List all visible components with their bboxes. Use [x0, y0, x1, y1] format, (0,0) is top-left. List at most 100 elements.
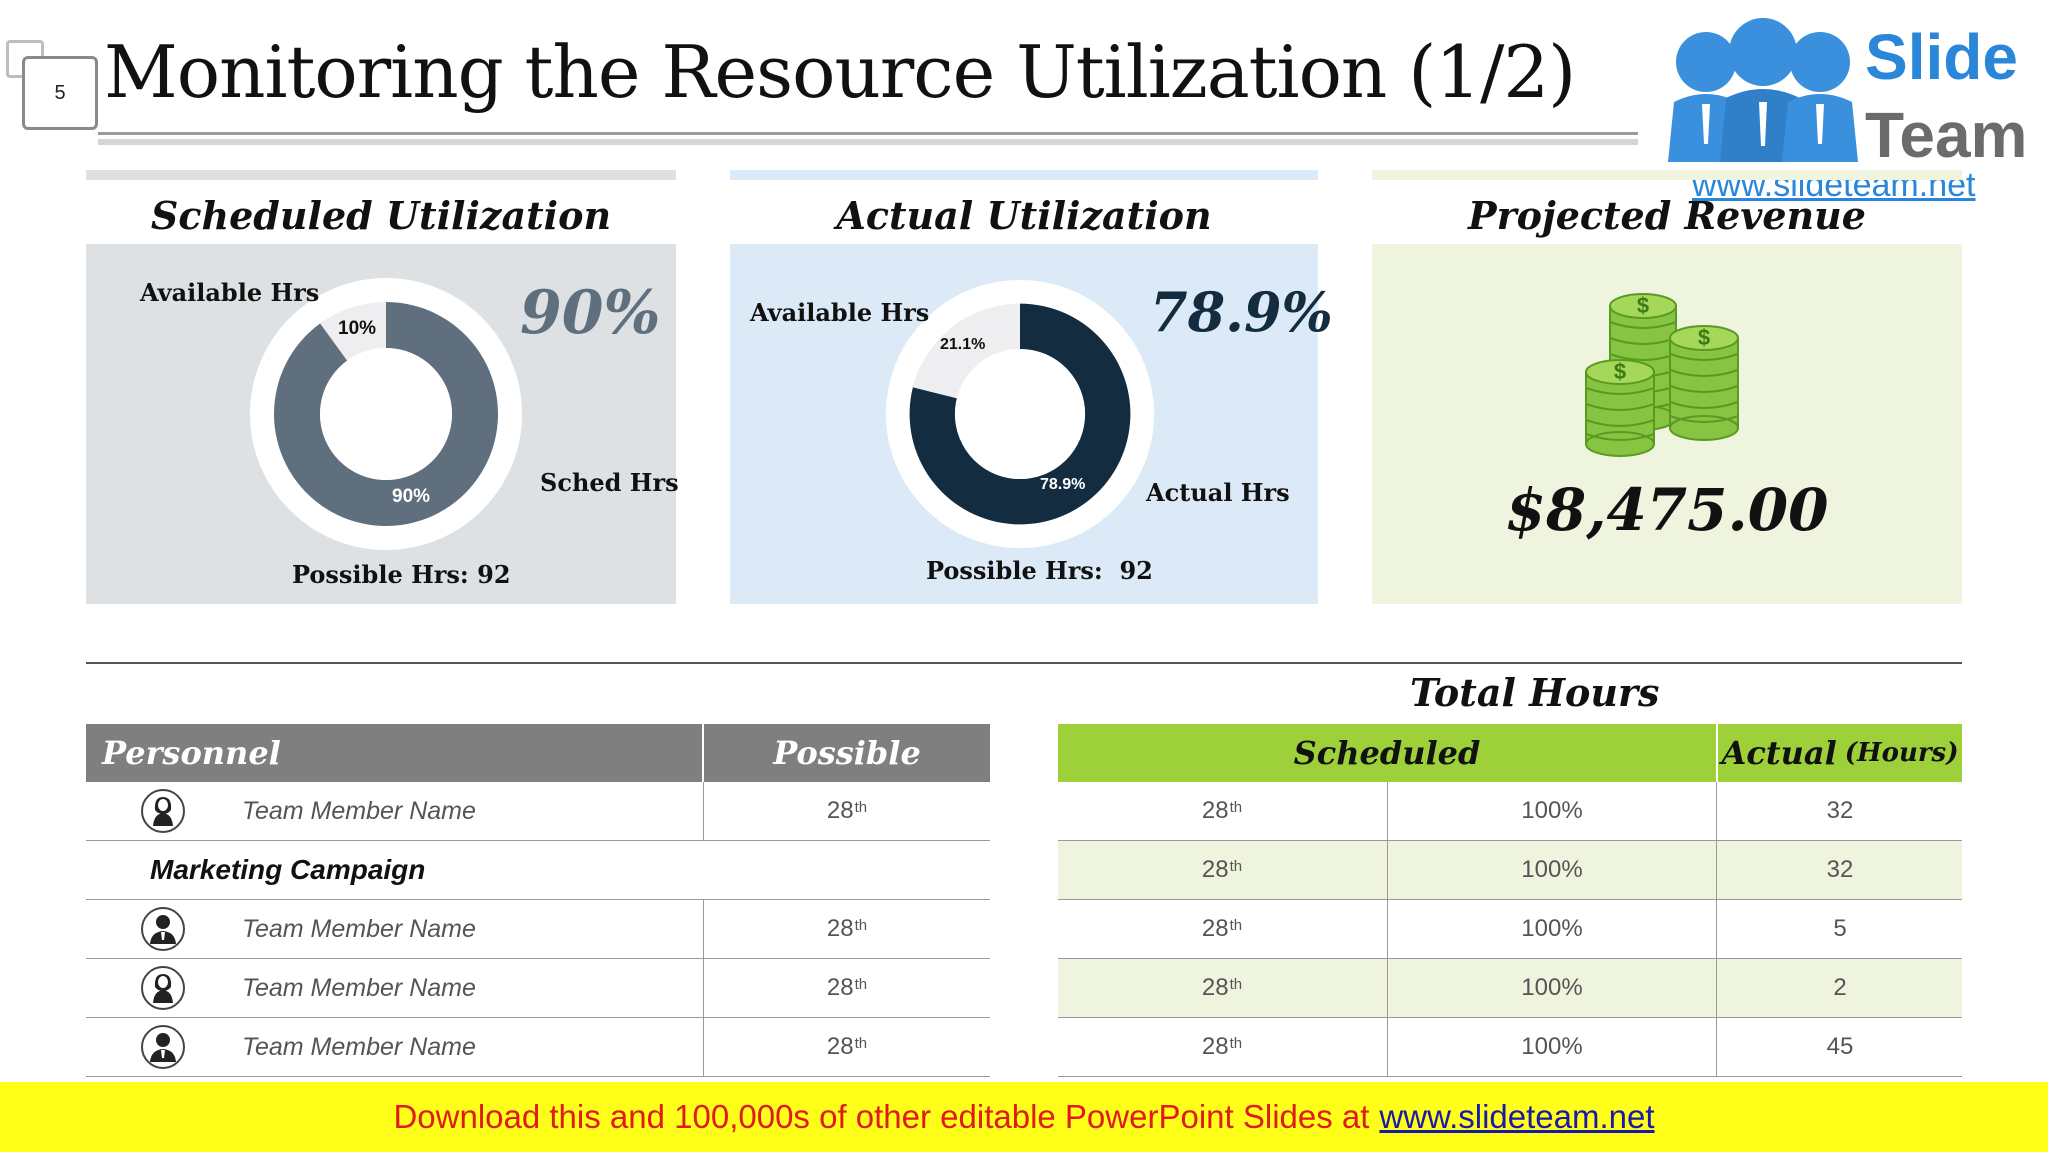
scheduled-percent-cell: 100% — [1521, 915, 1583, 942]
scheduled-panel-topbar — [86, 170, 676, 180]
scheduled-suffix: th — [1229, 916, 1243, 934]
header-possible: Possible — [773, 734, 921, 772]
scheduled-available-label: Available Hrs — [140, 278, 320, 307]
scheduled-value: 28 — [1201, 797, 1229, 824]
column-separator — [1716, 900, 1717, 958]
slide-number: 5 — [22, 56, 98, 130]
possible-value: 28 — [826, 915, 854, 942]
possible-suffix: th — [854, 798, 868, 816]
possible-value: 28 — [826, 1033, 854, 1060]
column-separator — [1716, 1018, 1717, 1076]
actual-hours-cell: 32 — [1826, 797, 1854, 824]
scheduled-slice-big-label: 90% — [392, 486, 431, 507]
actual-available-label: Available Hrs — [750, 298, 930, 327]
column-separator — [1387, 841, 1388, 899]
column-separator — [1387, 1018, 1388, 1076]
scheduled-percent-cell: 100% — [1521, 797, 1583, 824]
actual-donut-chart — [885, 279, 1155, 549]
actual-slice-available-hrs — [912, 303, 1020, 399]
actual-hours-cell: 45 — [1826, 1033, 1854, 1060]
female-user-icon — [141, 966, 185, 1010]
scheduled-value: 28 — [1201, 915, 1229, 942]
column-separator — [1716, 782, 1717, 840]
banner-text: Download this and 100,000s of other edit… — [393, 1098, 1370, 1135]
scheduled-percent-cell: 100% — [1521, 974, 1583, 1001]
scheduled-panel: Scheduled Utilization 10% 90% Available … — [86, 170, 679, 604]
scheduled-percent-cell: 100% — [1521, 856, 1583, 883]
header-actual: Actual (Hours) — [1718, 724, 1962, 782]
column-separator — [703, 782, 704, 840]
scheduled-sched-label: Sched Hrs — [540, 468, 679, 497]
revenue-amount: $8,475.00 — [1505, 476, 1829, 544]
column-separator — [703, 959, 704, 1017]
actual-hours-cell: 5 — [1833, 915, 1847, 942]
column-separator — [1716, 959, 1717, 1017]
scheduled-slice-sched-hrs — [274, 302, 498, 526]
actual-hours-cell: 2 — [1833, 974, 1847, 1001]
actual-big-percentage: 78.9% — [1150, 280, 1333, 344]
svg-text:$: $ — [1614, 359, 1626, 384]
actual-slice-small-label: 21.1% — [940, 336, 986, 353]
download-banner: Download this and 100,000s of other edit… — [0, 1082, 2048, 1152]
scheduled-value: 28 — [1201, 974, 1229, 1001]
scheduled-percent-cell: 100% — [1521, 1033, 1583, 1060]
column-separator — [1716, 841, 1717, 899]
scheduled-suffix: th — [1229, 798, 1243, 816]
team-member-name: Team Member Name — [242, 796, 476, 825]
female-user-icon — [141, 789, 185, 833]
possible-suffix: th — [854, 975, 868, 993]
scheduled-donut-chart — [250, 278, 522, 550]
actual-actual-label: Actual Hrs — [1146, 478, 1290, 507]
title-rule — [98, 132, 1638, 135]
donut-hole — [320, 348, 452, 480]
actual-hours-cell: 32 — [1826, 856, 1854, 883]
team-people-icon — [1668, 18, 1858, 162]
scheduled-big-percentage: 90% — [520, 278, 661, 348]
column-separator — [1387, 782, 1388, 840]
total-hours-title: Total Hours — [1410, 670, 1660, 715]
scheduled-slice-small-label: 10% — [338, 318, 377, 339]
scheduled-suffix: th — [1229, 857, 1243, 875]
scheduled-panel-title: Scheduled Utilization — [150, 192, 612, 238]
banner-link[interactable]: www.slideteam.net — [1379, 1098, 1655, 1135]
money-coins-icon: $ $ $ — [1585, 293, 1739, 457]
logo-text-slide: Slide — [1865, 21, 2018, 93]
slide-number-text: 5 — [54, 81, 66, 104]
section-label: Marketing Campaign — [150, 854, 426, 885]
team-member-name: Team Member Name — [242, 973, 476, 1002]
actual-slice-actual-hrs — [909, 303, 1131, 525]
header-separator — [1716, 724, 1718, 782]
donut-hole — [954, 348, 1086, 480]
possible-value: 28 — [826, 974, 854, 1001]
team-member-name: Team Member Name — [242, 914, 476, 943]
scheduled-suffix: th — [1229, 1034, 1243, 1052]
title-rule-shadow — [98, 139, 1638, 145]
scheduled-value: 28 — [1201, 1033, 1229, 1060]
actual-panel-title: Actual Utilization — [836, 192, 1212, 238]
actual-panel-topbar — [730, 170, 1318, 180]
personnel-table-header — [86, 724, 990, 782]
revenue-panel-title: Projected Revenue — [1468, 192, 1866, 238]
page-title: Monitoring the Resource Utilization (1/2… — [104, 30, 1576, 114]
actual-possible-label: Possible Hrs: 92 — [926, 556, 1153, 585]
revenue-panel: Projected Revenue $ $ — [1372, 170, 1962, 604]
hours-table-header — [1058, 724, 1962, 782]
actual-slice-big-label: 78.9% — [1040, 476, 1086, 493]
header-actual-label: Actual — [1721, 734, 1837, 772]
possible-suffix: th — [854, 916, 868, 934]
column-separator — [703, 900, 704, 958]
scheduled-slice-available-hrs — [320, 302, 386, 361]
slideteam-logo: Slide Team www.slideteam.net — [1640, 6, 2040, 204]
